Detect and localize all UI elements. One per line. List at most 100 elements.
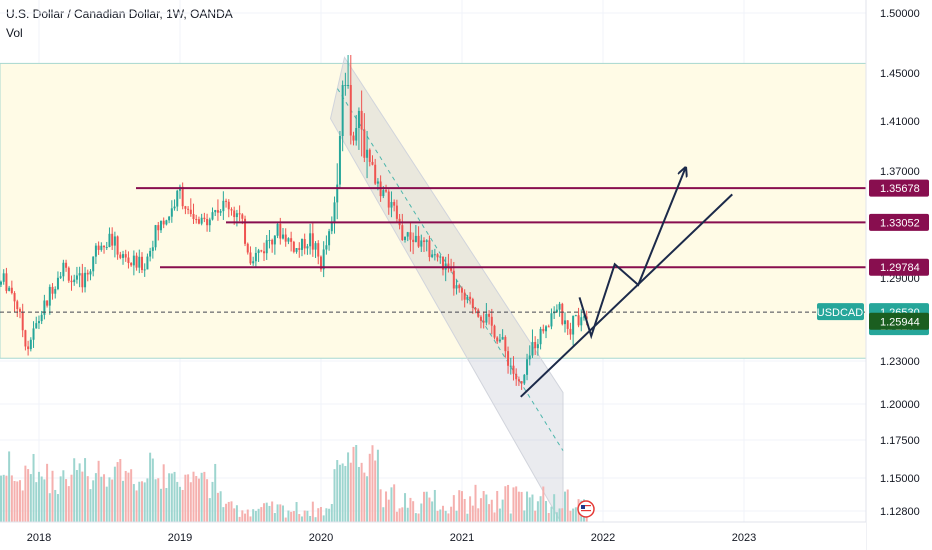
ascending-trendline[interactable]: [520, 193, 733, 398]
candle-up: [574, 315, 577, 317]
volume-bar: [404, 493, 407, 522]
volume-bar: [138, 481, 141, 522]
candle-up: [143, 269, 146, 271]
volume-bar: [352, 446, 355, 522]
candle-up: [314, 243, 317, 250]
candle-up: [257, 250, 260, 253]
candle-down: [385, 190, 388, 192]
candle-up: [523, 374, 526, 384]
flag-icon[interactable]: [577, 500, 595, 518]
candle-down: [181, 186, 184, 207]
volume-bar: [282, 505, 284, 522]
volume-bar: [496, 490, 499, 522]
candle-up: [138, 256, 141, 268]
candle-up: [235, 213, 238, 218]
candle-down: [216, 210, 219, 213]
candle-up: [382, 190, 385, 197]
candle-up: [94, 245, 97, 257]
volume-bar: [21, 490, 24, 522]
volume-bar: [35, 482, 38, 522]
candle-down: [46, 300, 49, 306]
candle-up: [105, 247, 108, 249]
price-tick-label: 1.20000: [880, 399, 920, 411]
volume-bar: [409, 497, 412, 522]
candle-down: [230, 209, 233, 211]
volume-bar: [355, 445, 358, 522]
candle-up: [73, 279, 76, 283]
candle-up: [531, 341, 534, 356]
candle-up: [54, 289, 57, 294]
time-tick-label: 2021: [450, 532, 474, 544]
candle-down: [460, 288, 463, 293]
volume-bar: [368, 453, 371, 522]
horizontal-levels: [136, 187, 866, 269]
volume-bar: [13, 480, 16, 522]
volume-bar: [423, 491, 425, 522]
volume-bar: [412, 501, 415, 522]
candle-down: [119, 254, 122, 258]
candle-up: [100, 245, 103, 250]
candle-down: [493, 325, 496, 338]
candle-up: [338, 136, 341, 185]
symbol-tag: USDCAD: [817, 307, 864, 319]
volume-bar: [5, 475, 8, 522]
candle-up: [404, 236, 407, 240]
candle-down: [238, 213, 241, 215]
volume-bar: [311, 501, 314, 522]
candle-up: [325, 245, 328, 250]
volume-bar: [127, 472, 130, 522]
candle-down: [51, 286, 54, 294]
volume-bar: [268, 505, 271, 522]
volume-bar: [303, 510, 306, 522]
volume-bar: [382, 507, 385, 522]
candle-down: [471, 299, 474, 308]
candle-up: [265, 240, 268, 254]
candle-down: [393, 202, 396, 206]
candle-down: [111, 233, 114, 246]
candle-down: [349, 85, 352, 136]
candle-up: [406, 232, 409, 237]
candle-up: [75, 275, 78, 280]
volume-bar: [420, 503, 423, 522]
volume-bar: [515, 486, 518, 522]
volume-bar: [116, 462, 119, 522]
volume-bar: [211, 481, 214, 522]
candle-up: [300, 239, 303, 250]
time-tick-label: 2023: [732, 532, 756, 544]
volume-bar: [130, 469, 133, 522]
volume-bar: [393, 484, 396, 522]
candle-down: [233, 210, 236, 218]
price-tick-label: 1.23000: [880, 356, 920, 368]
volume-bar: [78, 463, 81, 522]
volume-bar: [398, 508, 401, 522]
volume-bar: [572, 508, 575, 522]
candle-down: [496, 337, 499, 342]
projected-path[interactable]: [578, 169, 686, 340]
volume-bar: [105, 486, 108, 522]
volume-bar: [455, 510, 458, 522]
volume-bar: [146, 478, 149, 522]
candle-down: [417, 235, 420, 247]
candle-up: [40, 314, 43, 322]
volume-bar: [444, 510, 447, 522]
time-axis: 2018 2019 2020 2021 2022 2023: [27, 532, 756, 544]
candle-up: [336, 184, 339, 203]
volume-bars: [0, 445, 588, 522]
candle-down: [18, 309, 21, 312]
volume-bar: [203, 471, 206, 522]
candle-down: [246, 243, 249, 253]
candle-up: [222, 200, 225, 212]
volume-bar: [428, 497, 431, 522]
flag-stripe: [581, 510, 591, 512]
volume-bar: [124, 470, 127, 522]
candle-up: [43, 300, 46, 315]
volume-bar: [233, 508, 236, 522]
volume-bar: [414, 513, 417, 522]
time-axis-bg: [0, 522, 866, 550]
candle-up: [254, 252, 257, 262]
volume-bar: [67, 486, 70, 522]
candle-up: [355, 128, 358, 141]
volume-bar: [433, 489, 436, 522]
